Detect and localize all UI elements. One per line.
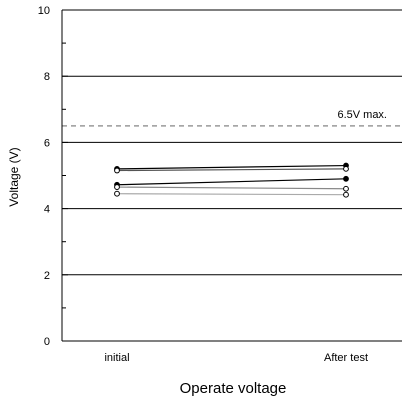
series-2-point-1	[343, 175, 349, 182]
plot-frame	[61, 9, 402, 342]
series-group	[114, 162, 349, 198]
series-2-line	[116, 178, 347, 186]
series-4	[114, 190, 349, 198]
y-tick-label-0: 0	[44, 336, 50, 348]
reference-line-group: 6.5V max.	[62, 109, 402, 127]
grid	[62, 75, 402, 276]
series-3-line	[116, 186, 347, 190]
x-axis-title: Operate voltage	[180, 380, 287, 397]
y-tick-label-6: 6	[44, 137, 50, 149]
y-axis-title: Voltage (V)	[7, 147, 21, 206]
y-tick-label-2: 2	[44, 270, 50, 282]
y-tick-label-4: 4	[44, 204, 50, 216]
series-0-line	[116, 164, 347, 170]
series-4-point-0	[114, 190, 120, 197]
series-3	[114, 184, 349, 192]
series-1	[114, 165, 349, 174]
series-1-point-1	[343, 165, 349, 172]
x-tick-labels: initial After test	[104, 352, 368, 364]
series-1-point-0	[114, 167, 120, 174]
y-tick-label-10: 10	[38, 5, 50, 17]
series-1-line	[116, 168, 347, 172]
y-tick-labels: 0 2 4 6 8 10	[38, 5, 50, 348]
series-4-line	[116, 193, 347, 196]
y-tick-label-8: 8	[44, 71, 50, 83]
x-tick-label-1: After test	[324, 352, 368, 364]
reference-line-label: 6.5V max.	[337, 109, 387, 121]
series-3-point-0	[114, 184, 120, 190]
x-tick-label-0: initial	[104, 352, 129, 364]
series-4-point-1	[343, 191, 349, 198]
series-3-point-1	[343, 185, 349, 192]
